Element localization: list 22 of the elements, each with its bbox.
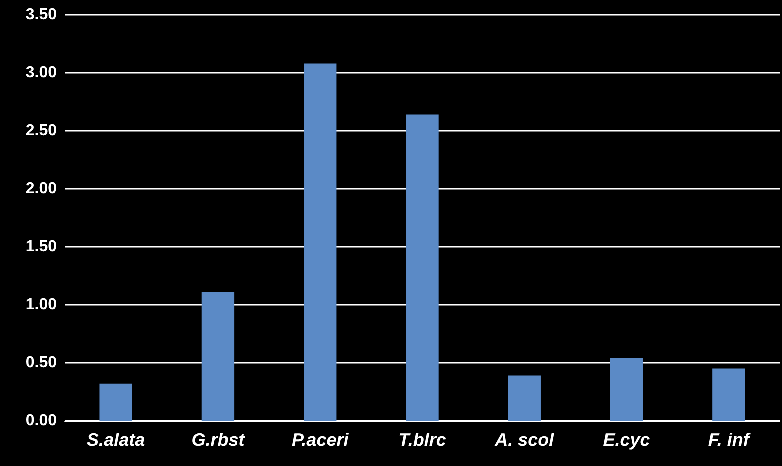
y-tick-label: 0.00 — [26, 412, 58, 430]
x-tick-label: T.blrc — [398, 430, 446, 450]
y-tick-label: 2.00 — [26, 180, 58, 198]
y-tick-label: 3.50 — [26, 6, 58, 24]
x-tick-label: P.aceri — [292, 430, 350, 450]
bar — [304, 64, 337, 421]
x-tick-label: G.rbst — [192, 430, 246, 450]
x-tick-label: F. inf — [708, 430, 752, 450]
x-tick-label: E.cyc — [603, 430, 650, 450]
bar — [406, 114, 439, 421]
x-tick-label: S.alata — [87, 430, 146, 450]
bar — [202, 292, 235, 421]
x-tick-label: A. scol — [494, 430, 556, 450]
y-tick-label: 2.50 — [26, 122, 58, 140]
y-tick-label: 1.50 — [26, 238, 58, 256]
y-tick-label: 3.00 — [26, 64, 58, 82]
y-tick-label: 1.00 — [26, 296, 58, 314]
bar — [100, 384, 132, 421]
bar — [712, 368, 746, 421]
bar — [610, 358, 644, 421]
y-tick-label: 0.50 — [26, 354, 58, 372]
bar — [508, 376, 541, 421]
